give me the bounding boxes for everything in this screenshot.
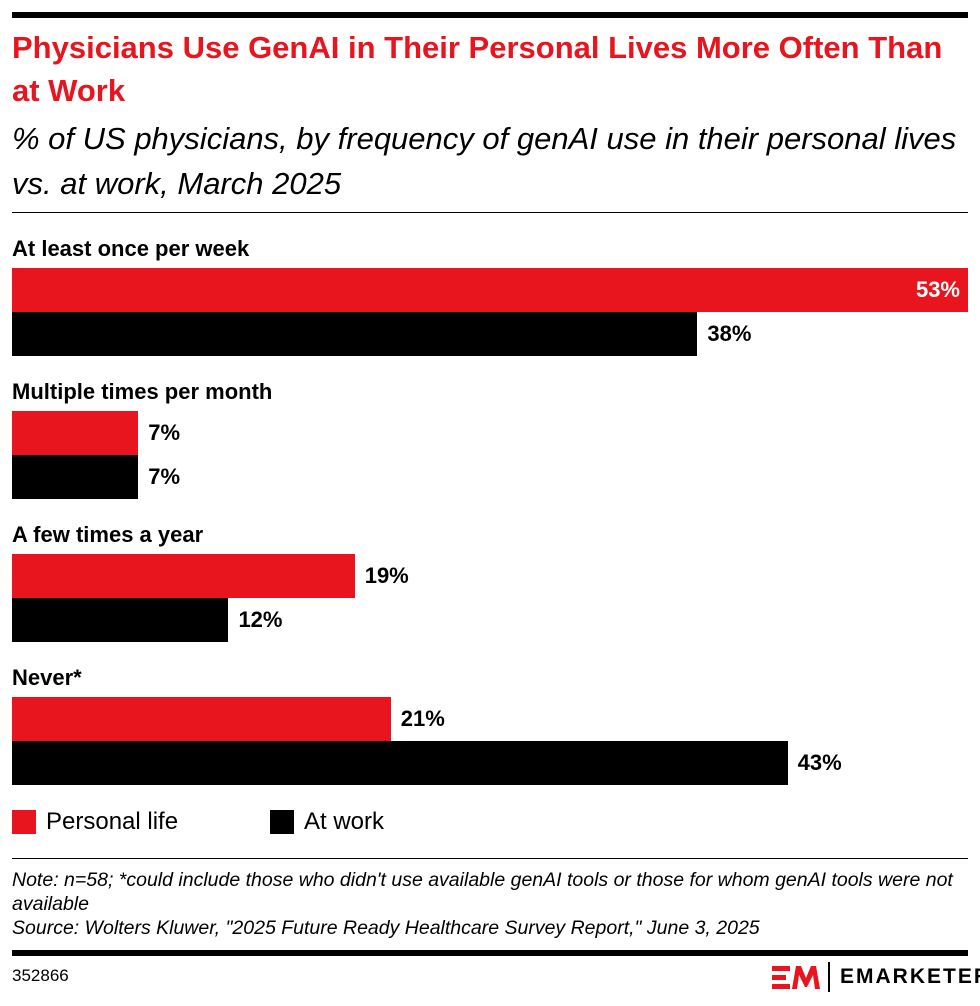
legend-personal-life: Personal life	[12, 808, 178, 836]
legend-label: At work	[304, 808, 385, 835]
value-label: 21%	[400, 706, 445, 731]
value-label: 38%	[707, 321, 752, 346]
source-text: Source: Wolters Kluwer, "2025 Future Rea…	[12, 917, 760, 939]
bar-at-work	[12, 598, 229, 642]
category-label: A few times a year	[12, 522, 204, 547]
bar-at-work	[12, 312, 698, 356]
bar-personal-life	[12, 268, 968, 312]
legend-at-work: At work	[270, 808, 384, 836]
logo-divider	[828, 962, 830, 992]
chart-title: Physicians Use GenAI in Their Personal L…	[12, 30, 943, 108]
chart-id: 352866	[12, 966, 69, 985]
emarketer-logo: EMARKETER	[772, 962, 980, 992]
category-label: Multiple times per month	[12, 379, 273, 404]
category-label: Never*	[12, 665, 82, 690]
footnotes: Note: n=58; *could include those who did…	[12, 868, 972, 940]
bar-personal-life	[12, 554, 355, 598]
legend-swatch	[12, 810, 36, 834]
em-logo-icon	[772, 966, 820, 989]
value-label: 7%	[148, 420, 181, 445]
value-label: 43%	[797, 750, 842, 775]
bar-at-work	[12, 455, 139, 499]
bottom-rule	[12, 950, 968, 956]
value-label: 19%	[364, 563, 409, 588]
top-rule	[12, 12, 968, 18]
category-label: At least once per week	[12, 236, 250, 261]
value-label: 53%	[915, 277, 960, 302]
bar-personal-life	[12, 411, 139, 455]
note-text: Note: n=58; *could include those who did…	[12, 869, 953, 915]
legend-label: Personal life	[46, 808, 179, 835]
logo-text: EMARKETER	[840, 965, 980, 988]
bar-personal-life	[12, 697, 391, 741]
bar-at-work	[12, 741, 788, 785]
legend-swatch	[270, 810, 294, 834]
divider	[12, 212, 968, 213]
divider	[12, 858, 968, 859]
chart-subtitle: % of US physicians, by frequency of genA…	[12, 121, 957, 201]
value-label: 7%	[148, 464, 181, 489]
value-label: 12%	[238, 607, 283, 632]
